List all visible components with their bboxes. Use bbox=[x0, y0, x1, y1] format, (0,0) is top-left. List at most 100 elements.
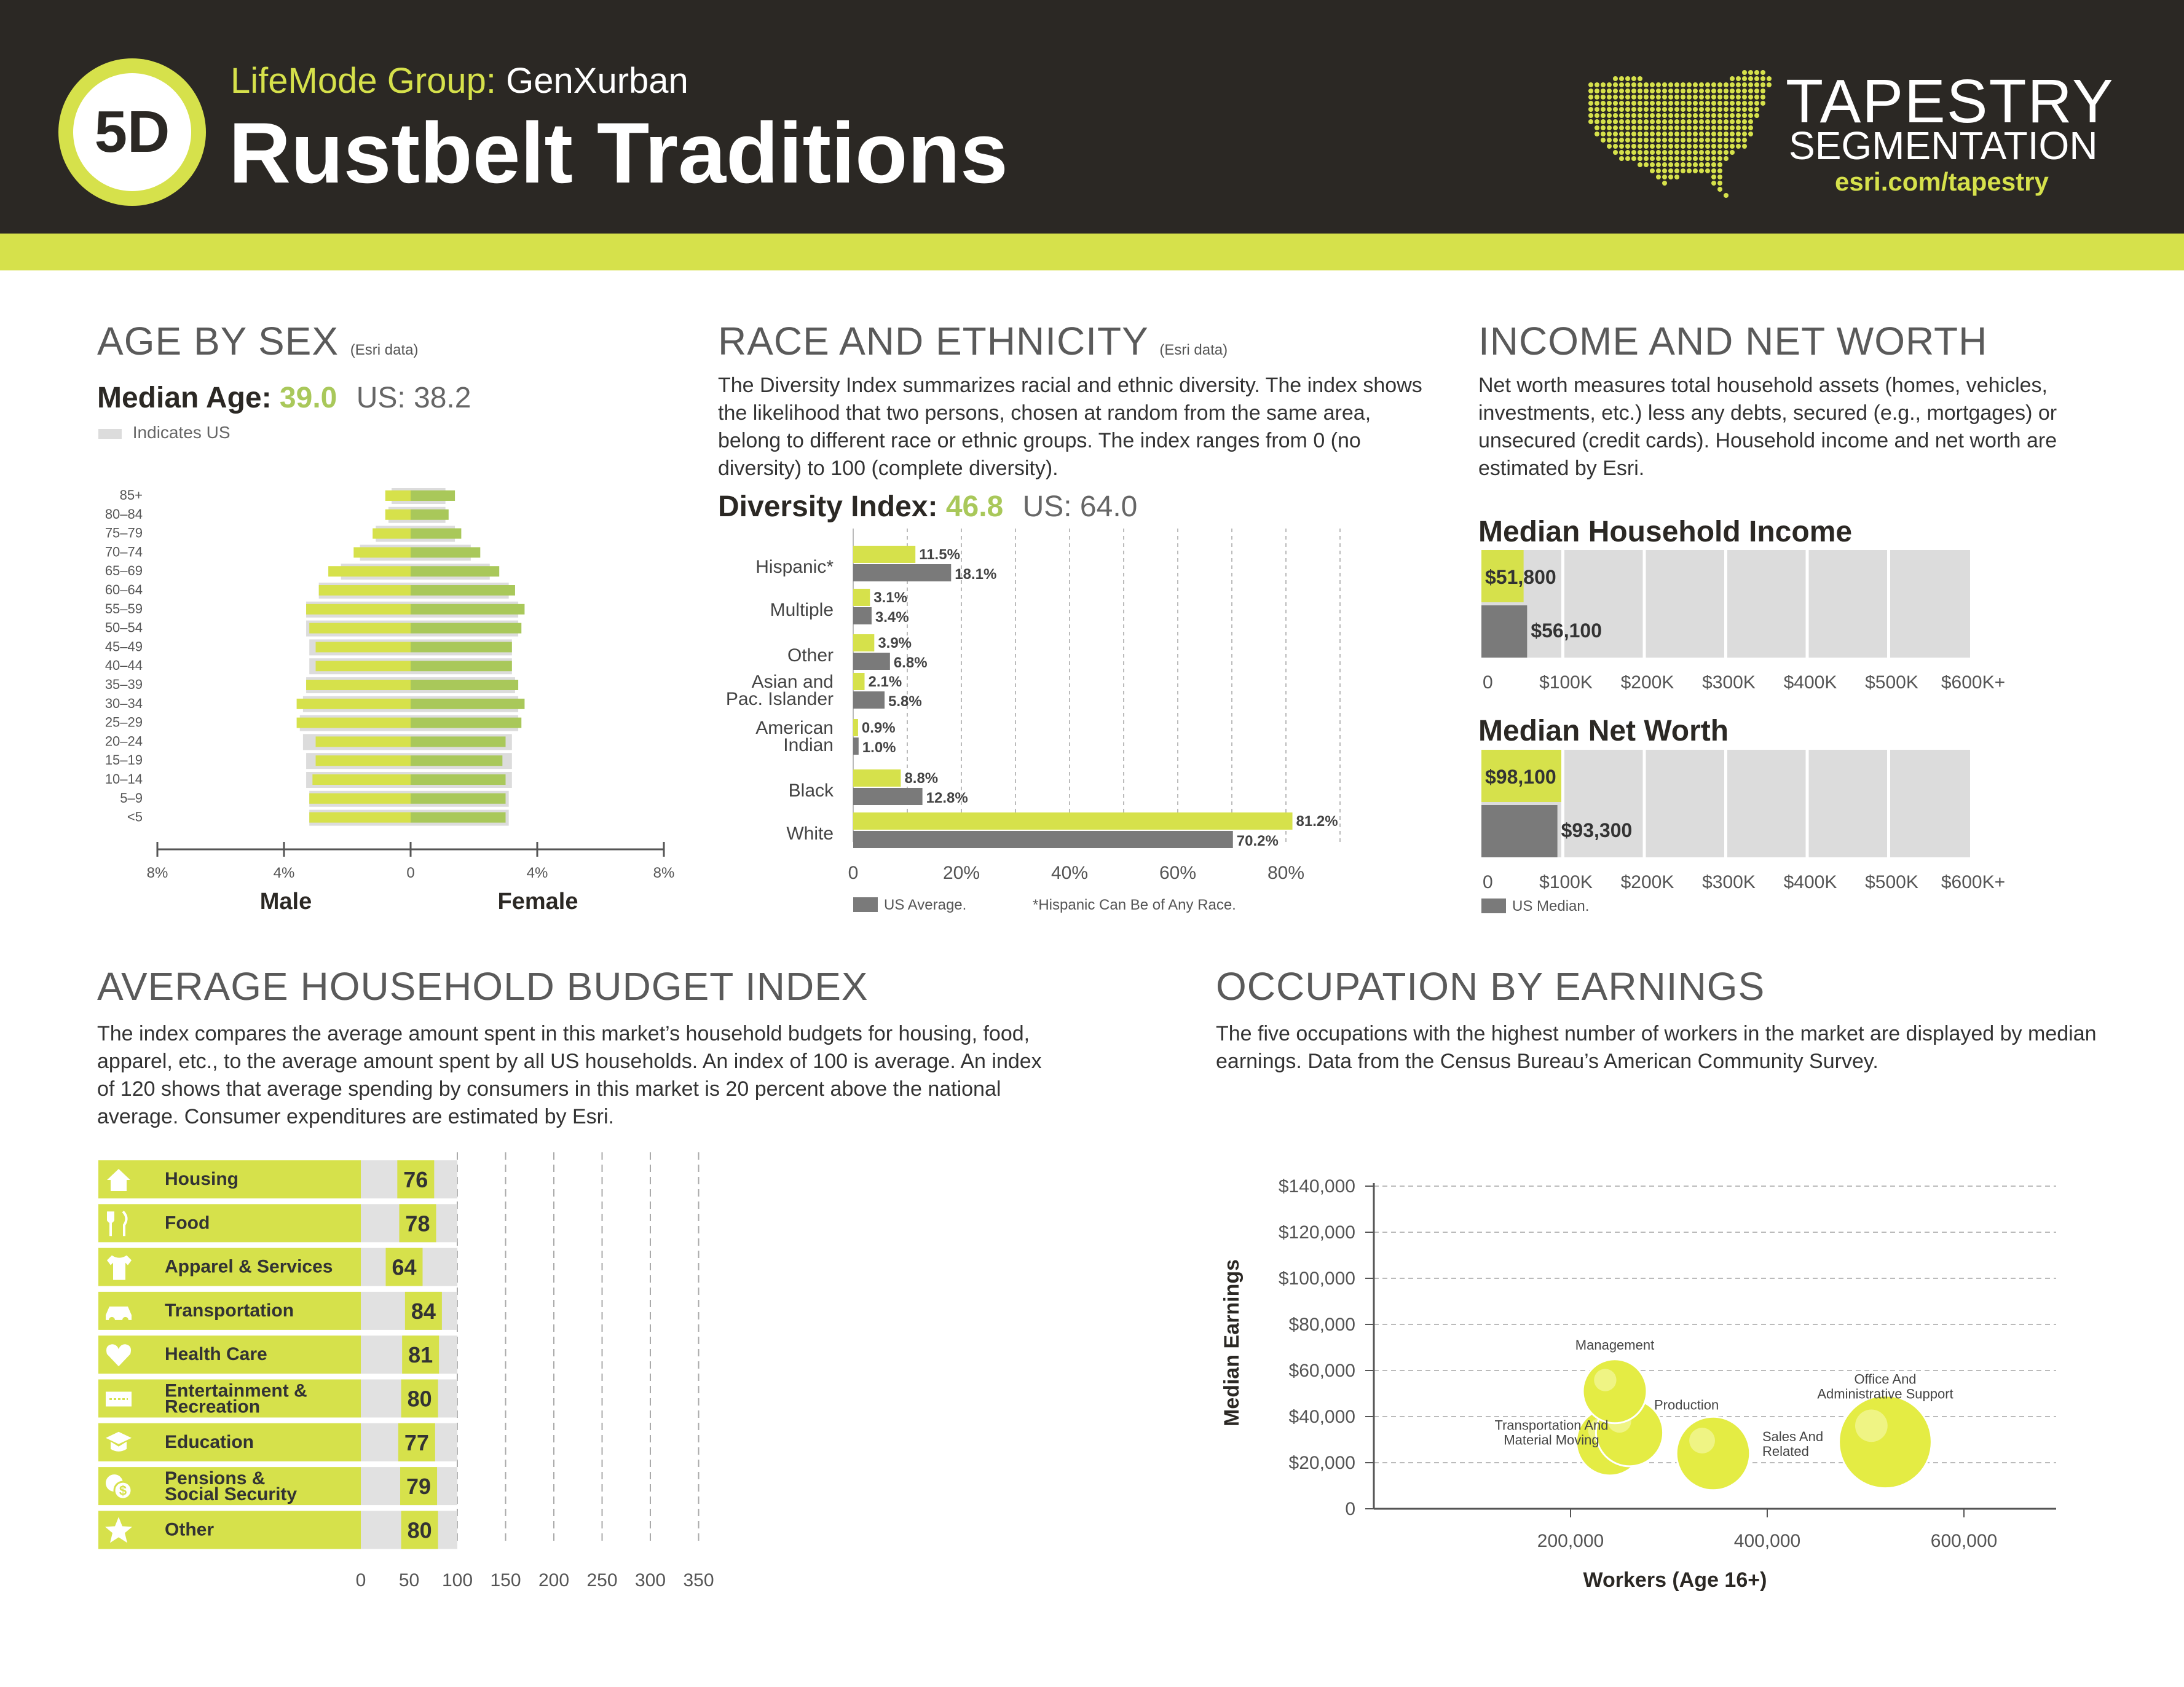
map-dot bbox=[1656, 125, 1661, 130]
axis-tick-label: $100K bbox=[1539, 672, 1593, 693]
female-bar bbox=[411, 528, 462, 539]
map-dot bbox=[1717, 125, 1722, 130]
map-dot bbox=[1662, 82, 1667, 87]
map-dot bbox=[1601, 101, 1606, 106]
us-median-swatch bbox=[1481, 899, 1506, 913]
map-dot bbox=[1631, 125, 1636, 130]
index-bar-end bbox=[401, 1511, 438, 1549]
map-dot bbox=[1699, 107, 1704, 112]
map-dot bbox=[1736, 125, 1741, 130]
map-dot bbox=[1687, 101, 1692, 106]
map-dot bbox=[1650, 144, 1655, 149]
map-dot bbox=[1607, 88, 1612, 93]
female-label: Female bbox=[498, 889, 578, 914]
income-title: INCOME AND NET WORTH bbox=[1478, 319, 1988, 363]
map-dot bbox=[1638, 82, 1642, 87]
occupation-earnings-chart: $140,000 $120,000 $100,000 $80,000 $60,000 $4… bbox=[1220, 1176, 2056, 1592]
occupation-bubble bbox=[1582, 1358, 1648, 1425]
map-dot bbox=[1668, 107, 1673, 112]
female-bar bbox=[411, 604, 525, 615]
map-dot bbox=[1613, 88, 1618, 93]
age-group-label: 45–49 bbox=[105, 639, 143, 654]
map-dot bbox=[1736, 119, 1741, 124]
budget-axis-tick-label: 150 bbox=[490, 1570, 521, 1591]
male-bar bbox=[312, 774, 411, 785]
budget-axis-tick-label: 100 bbox=[442, 1570, 473, 1591]
map-dot bbox=[1742, 119, 1747, 124]
map-dot bbox=[1730, 119, 1735, 124]
map-dot bbox=[1754, 107, 1759, 112]
age-us-legend: Indicates US bbox=[98, 423, 231, 442]
race-title: RACE AND ETHNICITY (Esri data) bbox=[718, 318, 1228, 364]
us-race-bar bbox=[853, 737, 859, 755]
map-dot bbox=[1705, 144, 1710, 149]
male-bar bbox=[328, 566, 411, 577]
map-dot bbox=[1717, 138, 1722, 143]
category-band bbox=[98, 1160, 361, 1198]
map-dot bbox=[1711, 144, 1716, 149]
map-dot bbox=[1674, 175, 1679, 179]
male-bar bbox=[315, 736, 411, 747]
map-dot bbox=[1656, 162, 1661, 167]
map-dot bbox=[1668, 156, 1673, 161]
map-dot bbox=[1644, 150, 1649, 155]
map-dot bbox=[1717, 113, 1722, 118]
lifemode-name: GenXurban bbox=[506, 61, 688, 101]
map-dot bbox=[1595, 125, 1599, 130]
map-dot bbox=[1687, 125, 1692, 130]
map-dot bbox=[1717, 101, 1722, 106]
index-value: 81 bbox=[408, 1342, 433, 1367]
brand-url-link[interactable]: esri.com/tapestry bbox=[1835, 167, 2049, 196]
map-dot bbox=[1674, 132, 1679, 136]
map-dot bbox=[1717, 107, 1722, 112]
age-group-label: 50–54 bbox=[105, 620, 143, 635]
male-bar bbox=[315, 642, 411, 653]
map-dot bbox=[1588, 113, 1593, 118]
map-dot bbox=[1748, 113, 1753, 118]
map-dot bbox=[1601, 138, 1606, 143]
map-dot bbox=[1662, 138, 1667, 143]
male-bar bbox=[309, 623, 411, 634]
fork-knife-shape bbox=[107, 1210, 128, 1237]
index-value: 84 bbox=[411, 1299, 436, 1324]
us-median-age: US: 38.2 bbox=[356, 382, 471, 414]
map-dot bbox=[1742, 88, 1747, 93]
map-dot bbox=[1631, 88, 1636, 93]
shirt-icon bbox=[107, 1255, 132, 1280]
axis-tick-label: $300K bbox=[1702, 872, 1756, 892]
female-bar bbox=[411, 793, 506, 804]
diversity-label: Diversity Index: bbox=[718, 490, 938, 523]
map-dot bbox=[1631, 113, 1636, 118]
map-dot bbox=[1619, 125, 1624, 130]
map-dot bbox=[1742, 76, 1747, 81]
map-dot bbox=[1711, 107, 1716, 112]
race-category-label: Multiple bbox=[770, 600, 834, 620]
map-dot bbox=[1650, 107, 1655, 112]
ticket-icon bbox=[106, 1391, 132, 1407]
map-dot bbox=[1699, 156, 1704, 161]
index-bar-end bbox=[404, 1291, 442, 1330]
us-race-value-label: 6.8% bbox=[894, 655, 928, 671]
map-dot bbox=[1631, 138, 1636, 143]
brand-segmentation: SEGMENTATION bbox=[1789, 124, 2098, 168]
map-dot bbox=[1656, 175, 1661, 179]
map-dot bbox=[1705, 138, 1710, 143]
map-dot bbox=[1760, 76, 1765, 81]
map-dot bbox=[1613, 113, 1618, 118]
map-dot bbox=[1638, 107, 1642, 112]
page-title: Rustbelt Traditions bbox=[229, 104, 1008, 201]
map-dot bbox=[1644, 82, 1649, 87]
map-dot bbox=[1662, 168, 1667, 173]
map-dot bbox=[1625, 156, 1630, 161]
map-dot bbox=[1717, 181, 1722, 186]
axis-tick-label: $500K bbox=[1865, 872, 1918, 892]
map-dot bbox=[1607, 82, 1612, 87]
map-dot bbox=[1619, 82, 1624, 87]
map-dot bbox=[1650, 156, 1655, 161]
map-dot bbox=[1748, 101, 1753, 106]
map-dot bbox=[1644, 113, 1649, 118]
map-dot bbox=[1767, 82, 1772, 87]
bubble-highlight bbox=[1689, 1428, 1715, 1453]
map-dot bbox=[1724, 82, 1729, 87]
y-axis-tick-label: $120,000 bbox=[1279, 1222, 1355, 1243]
